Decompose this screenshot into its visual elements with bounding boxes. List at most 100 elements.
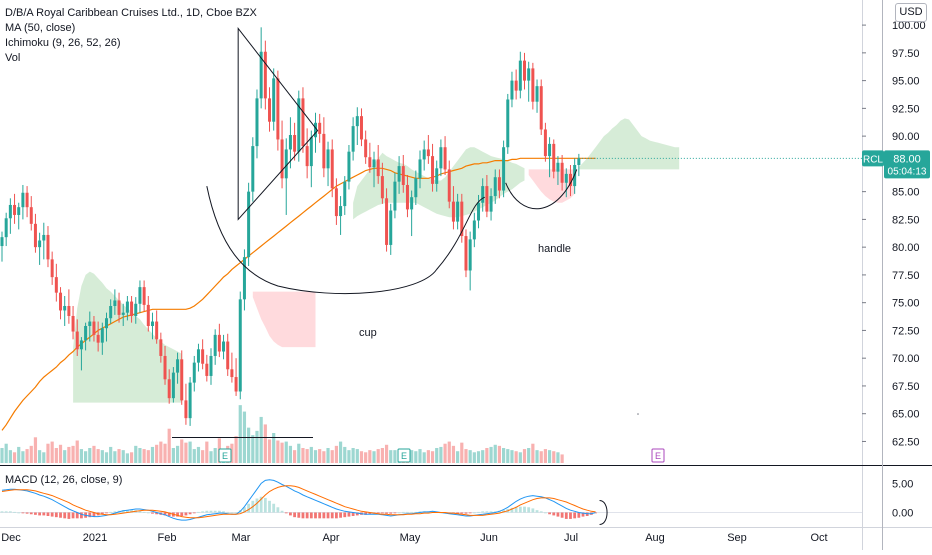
macd-histogram-bar xyxy=(581,512,585,517)
volume-bar xyxy=(364,452,368,463)
candle-body xyxy=(297,98,301,152)
volume-bar xyxy=(318,449,322,463)
volume-bar xyxy=(556,452,560,463)
macd-histogram-bar xyxy=(226,511,230,513)
volume-bar xyxy=(4,443,8,463)
candle-body xyxy=(410,197,414,210)
legend-symbol[interactable]: D/B/A Royal Caribbean Cruises Ltd., 1D, … xyxy=(5,7,257,19)
candle-body xyxy=(121,312,125,315)
candle-body xyxy=(339,206,343,217)
volume-bar xyxy=(267,439,272,463)
volume-bar xyxy=(121,450,125,463)
currency-button[interactable]: USD xyxy=(895,3,927,22)
candle-body xyxy=(105,318,108,329)
price-axis-panel xyxy=(862,0,932,550)
volume-bar xyxy=(138,448,142,463)
volume-bar xyxy=(343,446,347,463)
legend-ichimoku[interactable]: Ichimoku (9, 26, 52, 26) xyxy=(5,37,121,49)
volume-bar xyxy=(372,451,376,463)
price-tick-label: 80.00 xyxy=(892,242,920,254)
earnings-marker xyxy=(218,448,232,463)
volume-bar xyxy=(547,450,552,463)
candle-body xyxy=(485,186,489,212)
macd-legend[interactable]: MACD (12, 26, close, 9) xyxy=(5,474,123,486)
time-axis-label: Feb xyxy=(158,532,177,544)
macd-histogram-bar xyxy=(188,512,192,515)
legend-vol[interactable]: Vol xyxy=(5,52,21,64)
volume-bar xyxy=(104,452,109,463)
candle-body xyxy=(8,204,12,219)
volume-bar xyxy=(96,449,100,463)
macd-histogram-bar xyxy=(255,498,259,513)
candle-body xyxy=(109,306,113,319)
macd-histogram-bar xyxy=(109,511,113,513)
macd-histogram-bar xyxy=(0,511,4,513)
legend-ma[interactable]: MA (50, close) xyxy=(5,22,76,34)
candle-body xyxy=(401,166,405,185)
candle-body xyxy=(364,139,368,158)
volume-bar xyxy=(67,446,71,463)
price-tick-label: 72.50 xyxy=(892,325,920,337)
macd-histogram-bar xyxy=(343,512,347,518)
earnings-marker xyxy=(397,448,411,463)
candle-body xyxy=(184,400,188,419)
macd-histogram-bar xyxy=(263,497,267,513)
volume-bar xyxy=(129,452,134,463)
candle-body xyxy=(431,156,435,184)
macd-histogram-bar xyxy=(59,512,62,518)
time-axis-label: Sep xyxy=(727,532,747,544)
volume-bar xyxy=(435,448,439,463)
volume-bar xyxy=(8,450,12,463)
candle-body xyxy=(359,116,363,140)
candle-body xyxy=(389,210,393,245)
candle-body xyxy=(96,334,100,343)
candle-body xyxy=(146,304,150,326)
volume-bar xyxy=(531,443,535,463)
volume-bar xyxy=(489,446,493,463)
candle-body xyxy=(38,240,42,248)
macd-histogram-bar xyxy=(184,512,188,516)
volume-bar xyxy=(527,448,531,463)
volume-bar xyxy=(347,450,351,463)
earnings-marker-label: E xyxy=(401,451,407,461)
macd-histogram-bar xyxy=(155,512,159,515)
price-tick-label: 100.00 xyxy=(892,20,926,32)
macd-histogram-bar xyxy=(380,512,384,514)
candle-body xyxy=(539,86,543,130)
candle-body xyxy=(489,196,493,212)
candle-body xyxy=(0,237,4,247)
candle-body xyxy=(468,239,472,271)
candle-body xyxy=(25,192,29,208)
macd-histogram-bar xyxy=(385,512,388,514)
candle-body xyxy=(531,68,535,102)
symbol-tag xyxy=(862,150,884,167)
macd-histogram-bar xyxy=(389,512,393,514)
candle-body xyxy=(234,377,238,392)
macd-histogram-bar xyxy=(213,510,217,513)
macd-histogram-bar xyxy=(577,512,581,518)
candle-body xyxy=(71,315,75,332)
macd-histogram-bar xyxy=(510,507,514,513)
candle-body xyxy=(159,339,163,356)
volume-bar xyxy=(514,451,518,463)
candle-body xyxy=(196,349,200,363)
candle-body xyxy=(230,369,234,378)
volume-bar xyxy=(230,443,234,463)
candle-body xyxy=(443,147,447,170)
candle-body xyxy=(163,355,167,380)
price-tick-label: 85.00 xyxy=(892,187,920,199)
candle-body xyxy=(543,129,547,157)
candle-body xyxy=(293,135,297,152)
candle-body xyxy=(272,78,276,122)
volume-bar xyxy=(552,451,556,463)
volume-bar xyxy=(109,446,113,463)
candle-body xyxy=(88,321,92,326)
volume-bar xyxy=(251,435,255,463)
volume-bar xyxy=(384,444,389,463)
volume-bar xyxy=(146,450,150,463)
macd-histogram-bar xyxy=(50,512,54,517)
candle-body xyxy=(17,207,21,215)
macd-histogram-bar xyxy=(63,512,67,519)
candle-body xyxy=(309,137,313,167)
